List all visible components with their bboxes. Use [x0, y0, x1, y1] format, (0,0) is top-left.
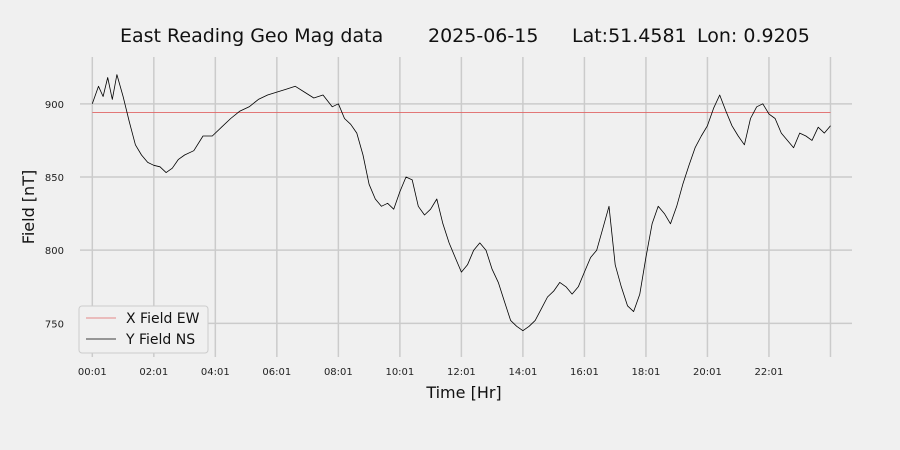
x-tick-label: 22:01 [755, 367, 784, 378]
y-tick-label: 850 [45, 173, 64, 184]
y-axis-label: Field [nT] [19, 170, 38, 244]
y-tick-label: 900 [45, 100, 64, 111]
x-tick-label: 02:01 [139, 367, 168, 378]
x-tick-labels: 00:01 02:01 04:01 06:01 08:01 10:01 12:01 14:01… [78, 367, 783, 378]
series-lines [91, 74, 831, 332]
legend-label-x-field: X Field EW [126, 311, 200, 327]
x-tick-label: 00:01 [78, 367, 107, 378]
y-tick-labels: 750 800 850 900 [45, 100, 64, 331]
title-station: East Reading Geo Mag data [120, 25, 383, 47]
x-tick-label: 20:01 [693, 367, 722, 378]
x-tick-label: 12:01 [447, 367, 476, 378]
legend: X Field EW Y Field NS [78, 305, 209, 354]
title-date: 2025-06-15 [428, 25, 538, 47]
title-latitude: Lat:51.4581 [572, 25, 687, 47]
legend-label-y-field: Y Field NS [125, 332, 195, 348]
y-tick-label: 750 [45, 319, 64, 330]
x-tick-label: 10:01 [385, 367, 414, 378]
x-tick-label: 14:01 [508, 367, 537, 378]
x-tick-label: 08:01 [324, 367, 353, 378]
title-longitude: Lon: 0.9205 [697, 25, 810, 47]
chart-title: East Reading Geo Mag data 2025-06-15 Lat… [120, 25, 810, 47]
x-tick-label: 18:01 [632, 367, 661, 378]
x-axis-label: Time [Hr] [425, 383, 501, 402]
series-line-y-field [91, 74, 831, 332]
x-tick-label: 16:01 [570, 367, 599, 378]
grid-lines [80, 57, 852, 357]
y-tick-label: 800 [45, 246, 64, 257]
x-tick-label: 04:01 [201, 367, 230, 378]
x-tick-label: 06:01 [262, 367, 291, 378]
